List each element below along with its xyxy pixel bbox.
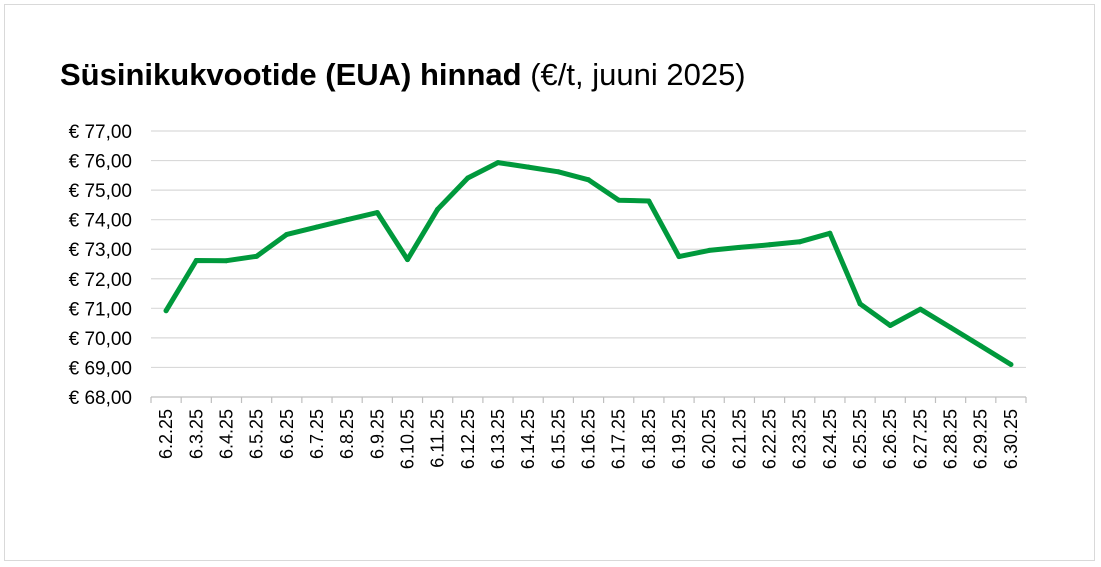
x-tick-label: 6.24.25 <box>820 409 840 469</box>
data-point <box>767 242 773 248</box>
x-tick-label: 6.27.25 <box>910 409 930 469</box>
x-tick-label: 6.21.25 <box>729 409 749 469</box>
data-point <box>706 247 712 253</box>
y-tick-label: € 70,00 <box>69 329 132 350</box>
data-point <box>465 175 471 181</box>
series-line <box>163 160 1014 367</box>
data-point <box>917 306 923 312</box>
data-point <box>887 322 893 328</box>
x-tick-label: 6.5.25 <box>247 409 267 459</box>
data-point <box>616 197 622 203</box>
x-tick-label: 6.12.25 <box>458 409 478 469</box>
y-axis-ticks: € 68,00 € 69,00 € 70,00 € 71,00 € 72,00 € 73,… <box>69 122 132 409</box>
chart-subtitle: (€/t, juuni 2025) <box>530 57 746 92</box>
x-tick-label: 6.16.25 <box>579 409 599 469</box>
data-point <box>646 198 652 204</box>
chart-title-main: Süsinikukvootide (EUA) hinnad <box>60 57 522 92</box>
chart-title: Süsinikukvootide (EUA) hinnad (€/t, juun… <box>60 56 746 93</box>
x-tick-label: 6.28.25 <box>941 409 961 469</box>
x-tick-label: 6.25.25 <box>850 409 870 469</box>
x-tick-label: 6.22.25 <box>760 409 780 469</box>
x-tick-label: 6.13.25 <box>488 409 508 469</box>
x-tick-label: 6.23.25 <box>790 409 810 469</box>
x-tick-label: 6.6.25 <box>277 409 297 459</box>
y-tick-label: € 77,00 <box>69 122 132 143</box>
x-tick-label: 6.7.25 <box>307 409 327 459</box>
y-tick-label: € 68,00 <box>69 388 132 409</box>
x-axis-ticks: 6.2.25 6.3.25 6.4.25 6.5.25 6.6.25 6.7.25 6.8.… <box>156 409 1021 469</box>
x-tick-label: 6.14.25 <box>518 409 538 469</box>
x-tick-label: 6.30.25 <box>1001 409 1021 469</box>
x-tick-label: 6.8.25 <box>337 409 357 459</box>
data-point <box>254 253 260 259</box>
data-point <box>978 343 984 349</box>
data-point <box>676 254 682 260</box>
x-tick-label: 6.2.25 <box>156 409 176 459</box>
x-tick-label: 6.17.25 <box>609 409 629 469</box>
x-tick-label: 6.26.25 <box>880 409 900 469</box>
data-point <box>193 257 199 263</box>
data-point <box>223 258 229 264</box>
data-point <box>797 239 803 245</box>
y-tick-label: € 71,00 <box>69 299 132 320</box>
data-point <box>374 210 380 216</box>
data-point <box>1008 361 1014 367</box>
y-tick-label: € 73,00 <box>69 240 132 261</box>
series-group <box>163 160 1014 367</box>
data-point <box>404 257 410 263</box>
y-tick-label: € 69,00 <box>69 358 132 379</box>
x-tick-label: 6.4.25 <box>216 409 236 459</box>
data-point <box>736 244 742 250</box>
x-tick-label: 6.18.25 <box>639 409 659 469</box>
x-axis <box>150 396 1027 403</box>
x-tick-label: 6.11.25 <box>428 409 448 468</box>
x-tick-label: 6.3.25 <box>186 409 206 459</box>
data-point <box>163 308 169 314</box>
y-tick-label: € 75,00 <box>69 181 132 202</box>
x-tick-label: 6.15.25 <box>548 409 568 469</box>
data-point <box>827 230 833 236</box>
data-point <box>284 231 290 237</box>
data-point <box>586 177 591 183</box>
data-point <box>314 224 320 230</box>
data-point <box>435 206 441 212</box>
data-point <box>495 160 501 166</box>
y-tick-label: € 74,00 <box>69 211 132 232</box>
data-point <box>344 217 350 223</box>
x-tick-label: 6.9.25 <box>367 409 387 459</box>
gridlines <box>151 130 1026 369</box>
x-tick-label: 6.29.25 <box>971 409 991 469</box>
data-point <box>857 301 863 307</box>
data-point <box>525 164 531 170</box>
data-point <box>948 325 954 331</box>
y-tick-label: € 76,00 <box>69 152 132 173</box>
y-tick-label: € 72,00 <box>69 270 132 291</box>
data-point <box>555 169 561 175</box>
x-tick-label: 6.10.25 <box>397 409 417 469</box>
x-tick-label: 6.20.25 <box>699 409 719 469</box>
x-tick-label: 6.19.25 <box>669 409 689 469</box>
